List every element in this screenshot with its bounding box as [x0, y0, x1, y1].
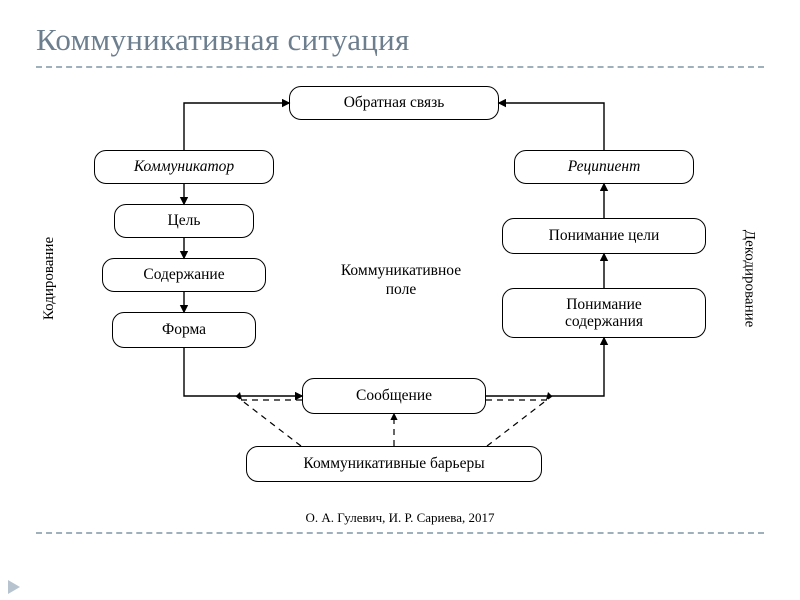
- slide-marker-icon: [8, 580, 20, 594]
- node-communic: Коммуникатор: [94, 150, 274, 184]
- node-form: Форма: [112, 312, 256, 348]
- node-und_content: Пониманиесодержания: [502, 288, 706, 338]
- source-credit: О. А. Гулевич, И. Р. Сариева, 2017: [36, 510, 764, 526]
- node-goal: Цель: [114, 204, 254, 238]
- node-feedback: Обратная связь: [289, 86, 499, 120]
- node-barriers: Коммуникативные барьеры: [246, 446, 542, 482]
- center-field-line1: Коммуникативное: [341, 262, 461, 279]
- slide: Коммуникативная ситуация Кодирование Дек…: [0, 0, 800, 600]
- communication-diagram: Кодирование Декодирование Коммуникативно…: [36, 78, 764, 508]
- coding-label: Кодирование: [41, 237, 58, 320]
- title-divider-top: [36, 66, 764, 68]
- node-recipient: Реципиент: [514, 150, 694, 184]
- node-und_goal: Понимание цели: [502, 218, 706, 254]
- title-divider-bottom: [36, 532, 764, 534]
- node-message: Сообщение: [302, 378, 486, 414]
- page-title: Коммуникативная ситуация: [36, 22, 764, 58]
- decoding-label: Декодирование: [740, 230, 757, 328]
- node-content: Содержание: [102, 258, 266, 292]
- center-field-label: Коммуникативное поле: [321, 262, 481, 299]
- center-field-line2: поле: [386, 281, 416, 298]
